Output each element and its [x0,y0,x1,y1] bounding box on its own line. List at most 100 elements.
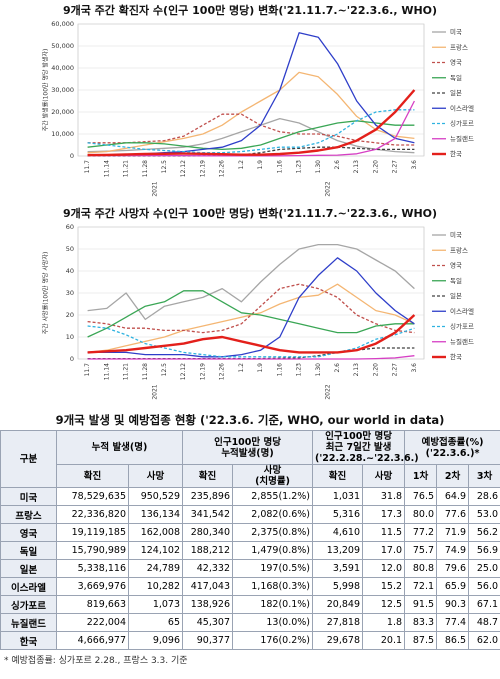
legend-label: 독일 [450,73,462,82]
x-tick-label: 11.28 [142,160,149,177]
sub-header: 3차 [468,464,500,488]
y-tick-label: 40 [66,267,74,275]
x-tick-label: 11.7 [84,160,91,174]
legend-label: 독일 [450,276,462,285]
value-cell: 76.5 [404,487,438,506]
legend-label: 이스라엘 [450,103,474,112]
x-tick-label: 2.27 [392,363,399,377]
value-cell: 1,168(0.3%) [232,577,314,596]
x-tick-label: 1.2 [238,363,245,373]
cases-chart: 9개국 주간 확진자 수(인구 100만 명당) 변화('21.11.7.~'2… [42,3,474,197]
y-axis-label: 주간 발생률(100만 명당 발생자) [42,49,50,132]
value-cell: 197(0.5%) [232,559,314,578]
legend-label: 싱가포르 [450,322,474,331]
legend-label: 싱가포르 [450,119,474,128]
x-tick-label: 2.6 [334,160,341,170]
sub-header: 2차 [436,464,470,488]
value-cell: 22,336,820 [56,505,129,524]
series-line [87,314,416,354]
country-cell: 싱가포르 [0,595,57,614]
table-row: 일본 5,338,116 24,789 42,332 197(0.5%) 3,591 12.… [0,559,500,578]
series-line [87,290,415,338]
series-line [87,325,415,358]
value-cell: 79.6 [436,559,470,578]
y-tick-label: 30 [66,289,74,297]
legend-label: 이스라엘 [450,306,474,315]
value-cell: 10,282 [127,577,184,596]
value-cell: 71.9 [436,523,470,542]
table-row: 영국 19,119,185 162,008 280,340 2,375(0.8%) 4,6… [0,523,500,542]
value-cell: 5,338,116 [56,559,129,578]
value-cell: 5,998 [312,577,364,596]
x-tick-label: 2.20 [372,363,379,377]
x-tick-label: 2.27 [392,160,399,174]
value-cell: 4,610 [312,523,364,542]
value-cell: 65.9 [436,577,470,596]
x-tick-label: 1.9 [257,160,264,170]
x-tick-label: 12.19 [199,363,206,380]
legend-label: 한국 [450,150,462,158]
y-tick-label: 30,000 [51,86,74,94]
value-cell: 77.4 [436,613,470,632]
table-row: 프랑스 22,336,820 136,134 341,542 2,082(0.6%) 5,… [0,505,500,524]
value-cell: 12.0 [362,559,406,578]
value-cell: 56.9 [468,541,500,560]
footnote: * 예방접종률: 싱가포르 2.28., 프랑스 3.3. 기준 [4,656,188,666]
value-cell: 25.0 [468,559,500,578]
y-tick-label: 50,000 [51,42,74,50]
value-cell: 31.8 [362,487,406,506]
y-tick-label: 20,000 [51,108,74,116]
value-cell: 42,332 [182,559,234,578]
value-cell: 19,119,185 [56,523,129,542]
header-group: 인구100만 명당 최근 7일간 발생 ('22.2.28.~'22.3.6.) [312,430,419,465]
value-cell: 90.3 [436,595,470,614]
value-cell: 90,377 [182,631,234,650]
y-tick-label: 60 [66,223,74,231]
value-cell: 24,789 [127,559,184,578]
y-tick-label: 20 [66,311,74,319]
x-tick-label: 11.21 [123,363,130,380]
value-cell: 20,849 [312,595,364,614]
legend-label: 프랑스 [450,246,468,254]
value-cell: 72.1 [404,577,438,596]
group-header: 구분 [0,430,57,488]
country-cell: 이스라엘 [0,577,57,596]
sub-header: 확진 [56,464,129,488]
value-cell: 56.2 [468,523,500,542]
x-group-label: 2021 [151,181,158,196]
table-row: 독일 15,790,989 124,102 188,212 1,479(0.8%) 13,… [0,541,500,560]
value-cell: 45,307 [182,613,234,632]
value-cell: 3,669,976 [56,577,129,596]
table-head: 구분 누적 발생(명) 인구100만 명당 누적발생(명) 인구100만 명당 최근 … [0,430,500,488]
value-cell: 13,209 [312,541,364,560]
legend-label: 미국 [450,27,462,36]
x-tick-label: 2.20 [372,160,379,174]
x-tick-label: 12.26 [219,160,226,177]
value-cell: 235,896 [182,487,234,506]
sub-header: 확진 [312,464,364,488]
country-cell: 한국 [0,631,57,650]
value-cell: 67.1 [468,595,500,614]
y-tick-label: 10 [66,333,74,341]
chart-title: 9개국 주간 사망자 수(인구 100만 명당) 변화('21.11.7.~'2… [63,206,437,220]
legend-label: 일본 [450,88,462,97]
value-cell: 17.0 [362,541,406,560]
x-tick-label: 12.12 [180,160,187,177]
series-line [87,283,415,354]
value-cell: 27,818 [312,613,364,632]
header-row: 구분 누적 발생(명) 인구100만 명당 누적발생(명) 인구100만 명당 최근 … [0,430,500,488]
value-cell: 20.1 [362,631,406,650]
value-cell: 62.0 [468,631,500,650]
value-cell: 182(0.1%) [232,595,314,614]
value-cell: 341,542 [182,505,234,524]
x-tick-label: 2.13 [353,363,360,377]
value-cell: 87.5 [404,631,438,650]
x-tick-label: 1.16 [276,363,283,377]
value-cell: 15,790,989 [56,541,129,560]
header-group: 예방접종률(%) ('22.3.6.)* [404,430,500,465]
value-cell: 162,008 [127,523,184,542]
x-tick-label: 12.26 [219,363,226,380]
value-cell: 9,096 [127,631,184,650]
x-tick-label: 12.5 [161,160,168,174]
